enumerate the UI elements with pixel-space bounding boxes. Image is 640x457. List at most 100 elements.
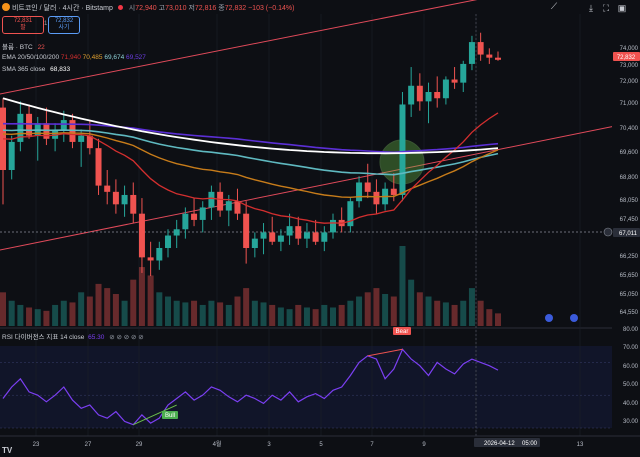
candle-body[interactable] <box>269 232 276 242</box>
rsi-axis-label: 40.00 <box>623 401 639 407</box>
candle-body[interactable] <box>486 54 493 58</box>
candle-body[interactable] <box>191 213 198 220</box>
candle-body[interactable] <box>121 194 128 205</box>
download-icon[interactable]: ⤓ <box>589 3 593 13</box>
candle-body[interactable] <box>390 188 397 195</box>
candle-body[interactable] <box>173 229 180 236</box>
event-flag-icon[interactable] <box>570 314 578 322</box>
candle-body[interactable] <box>356 182 363 202</box>
ema20-line[interactable] <box>2 112 499 224</box>
candle-body[interactable] <box>347 201 354 227</box>
symbol-header[interactable]: 비트코인 / 달러 · 4시간 · Bitstamp 시72,940 고73,0… <box>2 3 294 13</box>
candle-body[interactable] <box>399 104 406 195</box>
candle-body[interactable] <box>138 213 145 258</box>
candle-body[interactable] <box>86 135 93 149</box>
sma365-line[interactable] <box>2 97 499 155</box>
candle-body[interactable] <box>243 213 250 248</box>
volume-legend-value: 22 <box>37 44 45 51</box>
candle-body[interactable] <box>52 129 59 139</box>
bear-tag[interactable] <box>393 327 411 335</box>
ema-legend[interactable]: EMA 20/50/100/200 71,940 70,485 69,674 6… <box>2 54 146 61</box>
candle-body[interactable] <box>460 63 467 83</box>
volume-bar <box>78 292 85 326</box>
candle-body[interactable] <box>451 79 458 83</box>
candle-body[interactable] <box>95 148 102 186</box>
candle-body[interactable] <box>468 42 475 64</box>
candle-body[interactable] <box>147 257 154 261</box>
candle-body[interactable] <box>495 57 501 60</box>
candle-body[interactable] <box>217 191 224 211</box>
rsi-legend[interactable]: RSI 다이버전스 지표 14 close 65.30 ⊘ ⊘ ⊘ ⊘ ⊘ <box>2 331 144 341</box>
candle-body[interactable] <box>434 92 441 99</box>
resistance-trendline[interactable] <box>0 0 500 96</box>
candle-body[interactable] <box>477 42 484 55</box>
crosshair-time-tag[interactable] <box>474 438 540 447</box>
add-alert-icon[interactable] <box>603 227 613 237</box>
fullscreen-icon[interactable]: ⛶ <box>602 3 610 13</box>
volume-bar <box>165 296 171 326</box>
candle-body[interactable] <box>165 235 171 248</box>
volume-legend[interactable]: 볼륨 · BTC 22 <box>2 41 45 51</box>
volume-bar <box>234 296 241 326</box>
candle-body[interactable] <box>286 226 293 236</box>
candle-body[interactable] <box>182 213 189 230</box>
candle-body[interactable] <box>416 85 423 102</box>
sma-legend[interactable]: SMA 365 close 68,833 <box>2 66 70 73</box>
candle-body[interactable] <box>78 135 85 142</box>
candle-body[interactable] <box>0 107 6 170</box>
support-trendline[interactable] <box>0 120 640 252</box>
candle-body[interactable] <box>303 232 310 239</box>
camera-icon[interactable]: ▣ <box>617 3 627 13</box>
tradingview-logo[interactable]: TV <box>2 446 13 455</box>
candle-body[interactable] <box>260 232 267 239</box>
candle-body[interactable] <box>330 219 336 233</box>
buy-button[interactable]: 72,832 사기 <box>48 16 80 34</box>
sma-legend-label: SMA 365 close <box>2 66 46 73</box>
candle-body[interactable] <box>112 191 119 205</box>
visibility-icon[interactable]: ⊘ ⊘ ⊘ ⊘ ⊘ <box>109 334 144 341</box>
time-axis-label: 13 <box>577 442 584 448</box>
volume-legend-label: 볼륨 · BTC <box>2 44 33 51</box>
crosshair-price-tag[interactable] <box>613 228 640 237</box>
ema200-line[interactable] <box>2 122 499 154</box>
bull-tag[interactable] <box>162 411 178 419</box>
candle-body[interactable] <box>156 248 163 261</box>
candle-body[interactable] <box>208 191 215 208</box>
candle-body[interactable] <box>234 201 241 214</box>
candle-body[interactable] <box>373 191 380 205</box>
ema100-line[interactable] <box>2 129 499 176</box>
sell-button[interactable]: 72,831 팔 <box>2 16 44 34</box>
candle-body[interactable] <box>442 79 449 99</box>
candle-body[interactable] <box>130 194 137 214</box>
candle-body[interactable] <box>321 232 328 242</box>
current-price-tag[interactable] <box>613 52 640 61</box>
candle-body[interactable] <box>251 238 258 248</box>
volume-bar <box>0 292 6 326</box>
candle-body[interactable] <box>312 232 319 242</box>
open-label: 시 <box>128 5 136 12</box>
ema50-line[interactable] <box>2 132 499 199</box>
symbol-title[interactable]: 비트코인 / 달러 · 4시간 · Bitstamp <box>11 5 113 12</box>
event-flag-icon[interactable] <box>545 314 553 322</box>
candle-body[interactable] <box>17 113 24 142</box>
sell-label: 팔 <box>20 25 26 31</box>
volume-bar <box>373 288 380 326</box>
candle-body[interactable] <box>277 235 284 242</box>
volume-bar <box>217 302 224 326</box>
drawing-tool-icon[interactable]: ⟋ <box>550 1 558 11</box>
candle-body[interactable] <box>104 185 111 192</box>
candle-body[interactable] <box>364 182 371 192</box>
bear-divergence-line <box>367 348 403 357</box>
volume-bar <box>382 294 389 326</box>
volume-bar <box>147 275 154 326</box>
rsi-line[interactable] <box>2 348 499 426</box>
candle-body[interactable] <box>425 92 432 102</box>
candle-body[interactable] <box>8 141 15 170</box>
candle-body[interactable] <box>225 201 232 211</box>
candle-body[interactable] <box>26 113 33 136</box>
candle-body[interactable] <box>199 207 206 220</box>
candle-body[interactable] <box>408 85 415 105</box>
candle-body[interactable] <box>295 226 302 239</box>
